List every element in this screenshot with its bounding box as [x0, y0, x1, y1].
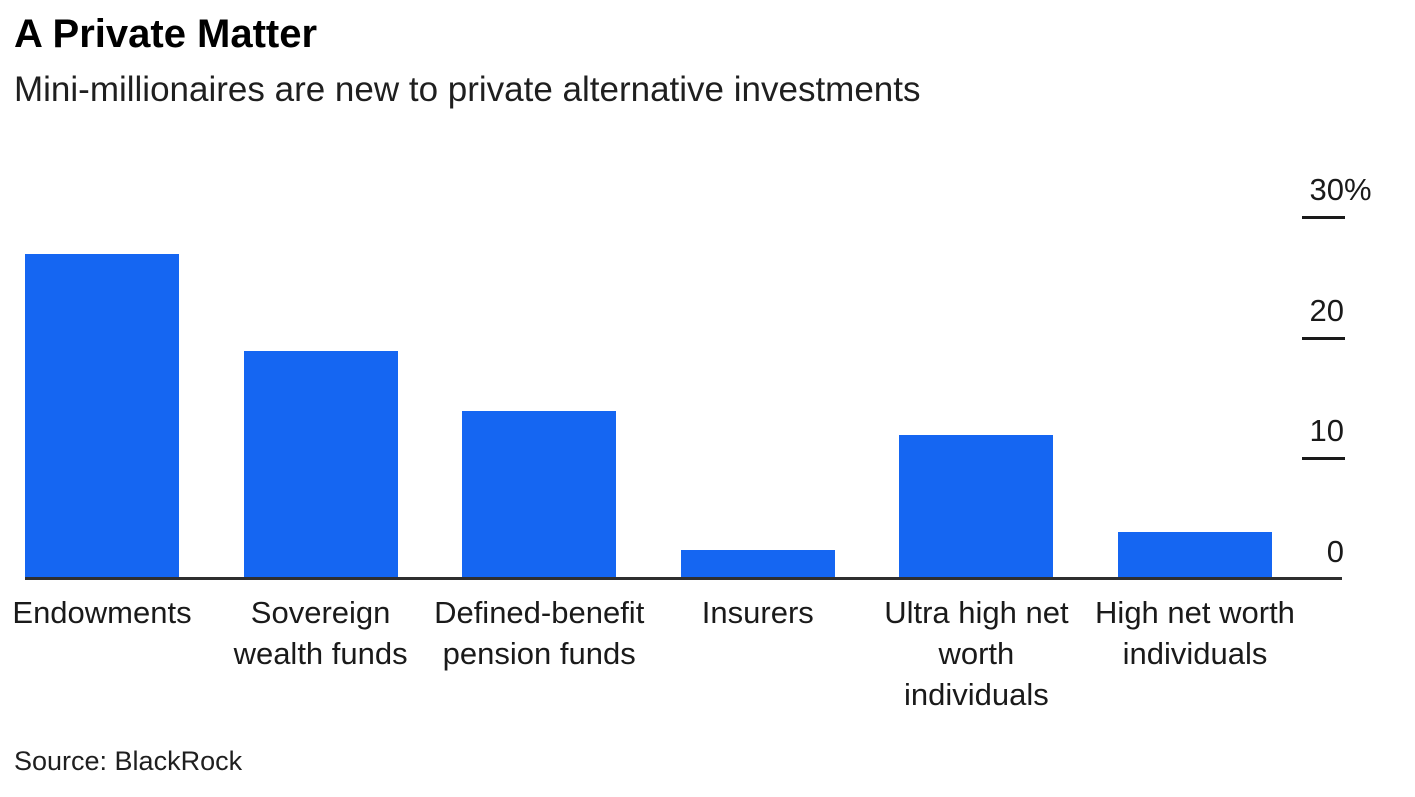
bar-endowments [25, 254, 179, 580]
y-axis-label-number: 30 [1309, 172, 1344, 207]
y-axis-tick-20 [1302, 336, 1345, 340]
bar-defined-benefit-pension-funds [462, 411, 617, 580]
bar-ultra-high-net-worth-individuals [899, 435, 1054, 580]
y-axis-tick-30 [1302, 216, 1345, 219]
x-axis-label-sovereign-wealth-funds: Sovereign wealth funds [233, 595, 408, 671]
bar-insurers [680, 549, 835, 580]
x-axis-label-defined-benefit-pension-funds: Defined-benefit pension funds [434, 595, 645, 671]
y-axis-label-0: 0 [1300, 534, 1344, 570]
bar-sovereign-wealth-funds [243, 350, 398, 580]
bar-high-net-worth-individuals [1118, 531, 1272, 580]
x-axis-label-ultra-high-net-worth-individuals: Ultra high net worth individuals [884, 595, 1069, 712]
y-axis-label-number: 0 [1326, 534, 1344, 569]
y-axis-label-number: 20 [1309, 292, 1344, 328]
y-axis-label-30: 30% [1300, 172, 1372, 208]
y-axis-label-10: 10 [1300, 413, 1344, 449]
y-axis-label-20: 20 [1300, 293, 1344, 329]
x-axis-label-high-net-worth-individuals: High net worth individuals [1095, 595, 1295, 671]
y-axis-unit-suffix: % [1344, 172, 1372, 207]
source-label: Source: BlackRock [14, 746, 243, 776]
chart-subtitle: Mini-millionaires are new to private alt… [14, 70, 921, 109]
x-axis-label-endowments: Endowments [12, 595, 192, 630]
x-axis-line [25, 577, 1342, 580]
y-axis-label-number: 10 [1309, 413, 1344, 449]
x-axis-label-insurers: Insurers [701, 595, 814, 630]
y-axis-tick-10 [1302, 457, 1345, 461]
chart-title: A Private Matter [14, 12, 318, 56]
